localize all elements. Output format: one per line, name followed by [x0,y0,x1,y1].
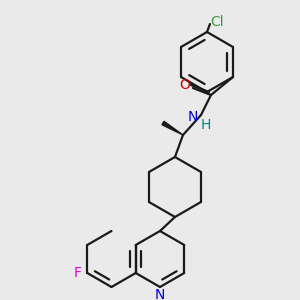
Polygon shape [162,121,183,135]
Text: N: N [188,110,198,124]
Text: N: N [155,288,165,300]
Text: O: O [179,78,191,92]
Text: Cl: Cl [210,15,224,29]
Text: F: F [73,266,81,280]
Text: H: H [201,118,211,132]
